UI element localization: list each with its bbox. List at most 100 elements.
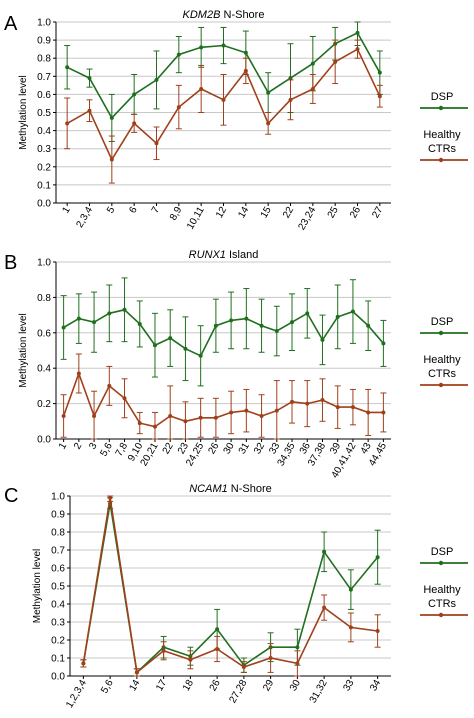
data-point [375, 629, 380, 633]
panel-title-region: N-Shore [228, 483, 272, 495]
y-tick-label: 0.2 [37, 162, 51, 173]
y-tick-label: 0.6 [51, 564, 65, 575]
data-point [310, 86, 315, 91]
y-tick-label: 0.1 [51, 654, 65, 665]
data-point [322, 605, 327, 610]
legend-entry-dsp: DSP [420, 546, 468, 566]
data-point [355, 47, 360, 52]
data-point [259, 413, 264, 418]
data-point [288, 76, 293, 81]
x-tick-label: 31,32 [308, 678, 330, 706]
y-tick-label: 0.9 [51, 510, 65, 521]
x-tick-label: 32 [252, 441, 267, 457]
legend-label: CTRs [428, 598, 457, 610]
y-axis-label: Methylation level [32, 549, 43, 623]
data-point [244, 316, 249, 321]
data-point [213, 323, 218, 328]
legend-entry-dsp: DSP [420, 91, 468, 111]
series-dsp [80, 497, 381, 677]
data-point [348, 625, 353, 630]
data-point [168, 336, 173, 341]
legend-marker [438, 560, 444, 566]
panel-title-gene: KDM2B [183, 9, 221, 21]
data-point [92, 413, 97, 418]
data-point [134, 670, 139, 675]
data-point [183, 346, 188, 351]
legend-marker [438, 382, 444, 388]
data-point [229, 318, 234, 323]
y-tick-label: 0.0 [37, 199, 51, 210]
chart-panel-b: B RUNX1 Island 0.0 0.2 0.4 0.6 0.8 1.0 Methylati… [4, 249, 468, 480]
y-tick-label: 0.9 [37, 36, 51, 47]
data-point [320, 398, 325, 403]
legend-label: CTRs [428, 143, 457, 155]
data-point [350, 405, 355, 410]
y-tick-label: 0.8 [37, 54, 51, 65]
data-point [176, 105, 181, 110]
data-point [199, 86, 204, 91]
legend-label: CTRs [428, 368, 457, 380]
panel-title: NCAM1 N-Shore [189, 483, 272, 495]
x-tick-label: 27 [370, 205, 385, 221]
legend-label: Healthy [423, 129, 461, 141]
y-tick-label: 0.4 [37, 364, 51, 375]
data-point [65, 121, 70, 126]
x-tick-label: 8,9 [168, 205, 185, 223]
y-tick-label: 0.6 [37, 328, 51, 339]
data-point [183, 419, 188, 424]
chart-panel-a: A KDM2B N-Shore 0.0 0.1 0.2 0.3 0.4 0.5 0.6 0.7 0.… [4, 9, 468, 232]
panel-title: RUNX1 Island [189, 249, 259, 261]
data-point [199, 45, 204, 50]
y-tick-label: 0.0 [51, 672, 65, 683]
y-tick-label: 0.1 [37, 180, 51, 191]
data-point [109, 157, 114, 162]
data-point [366, 323, 371, 328]
legend-entry-healthy-ctrs: Healthy CTRs [420, 354, 468, 388]
x-tick-label: 34 [368, 678, 383, 694]
data-point [259, 323, 264, 328]
data-point [322, 549, 327, 554]
x-tick-label: 30 [222, 441, 237, 457]
x-tick-label: 30 [288, 678, 303, 694]
data-point [132, 121, 137, 126]
data-point [198, 415, 203, 420]
x-tick-label: 33 [267, 441, 282, 457]
data-point [122, 307, 127, 312]
y-tick-label: 1.0 [37, 258, 51, 269]
panel-title: KDM2B N-Shore [183, 9, 265, 21]
data-point [381, 341, 386, 346]
x-tick-label: 23 [176, 441, 191, 457]
panel-title-region: Island [226, 249, 258, 261]
data-point [266, 90, 271, 95]
data-point [305, 401, 310, 406]
data-point [176, 52, 181, 57]
y-tick-label: 0.8 [51, 528, 65, 539]
y-tick-label: 0.5 [37, 108, 51, 119]
data-point [229, 410, 234, 415]
panel-title-gene: NCAM1 [189, 483, 228, 495]
series-line [82, 503, 379, 675]
panel-title-region: N-Shore [220, 9, 264, 21]
legend-label: DSP [431, 91, 454, 103]
data-point [213, 415, 218, 420]
data-point [168, 413, 173, 418]
data-point [274, 329, 279, 334]
data-point [137, 321, 142, 326]
x-tick-label: 18 [181, 678, 196, 694]
data-point [221, 43, 226, 48]
x-tick-label: 12 [214, 205, 229, 221]
data-point [377, 70, 382, 75]
x-tick-label: 43 [359, 441, 374, 457]
data-point [65, 65, 70, 70]
data-point [366, 410, 371, 415]
x-tick-label: 31 [237, 441, 252, 457]
x-tick-label: 17 [154, 678, 169, 694]
y-tick-label: 0.2 [51, 636, 65, 647]
legend-marker [438, 105, 444, 111]
data-point [290, 320, 295, 325]
y-tick-label: 1.0 [37, 18, 51, 29]
panel-letter: B [4, 252, 17, 274]
data-point [132, 92, 137, 97]
data-point [188, 657, 193, 662]
